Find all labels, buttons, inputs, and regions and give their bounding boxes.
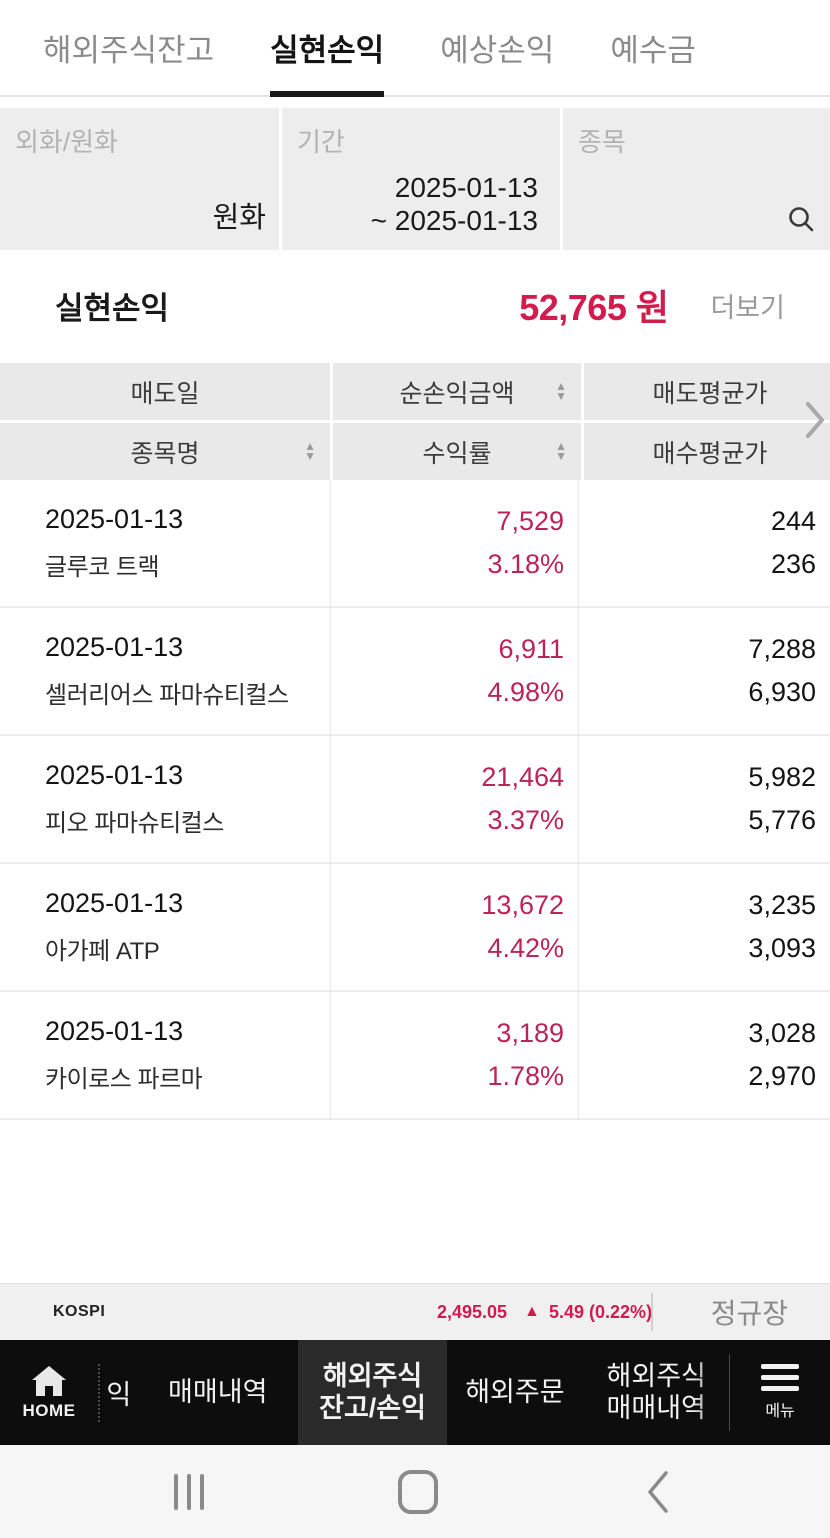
cell-net-pnl: 6,911 [498, 634, 564, 664]
cell-sell-avg-price: 7,288 [748, 634, 816, 664]
cell-sell-date: 2025-01-13 [45, 888, 184, 918]
cell-sell-avg-price: 3,235 [748, 890, 816, 920]
nav-dotted-divider [97, 1363, 100, 1422]
cell-sell-avg-price: 3,028 [748, 1018, 816, 1048]
filter-period-label: 기간 [297, 127, 345, 157]
cell-sell-date: 2025-01-13 [45, 632, 184, 662]
cell-stock-name: 카이로스 파르마 [45, 1066, 203, 1093]
cell-buy-avg-price: 2,970 [748, 1061, 816, 1091]
nav-item-overseas-order[interactable]: 해외주문 [465, 1376, 565, 1407]
col-sell-avg-price-header[interactable]: 매도평균가 [584, 363, 830, 420]
cell-buy-avg-price: 236 [770, 549, 816, 579]
cell-stock-name: 글루코 트랙 [45, 554, 160, 581]
cell-sell-avg-price: 244 [770, 506, 816, 536]
filter-stock-label: 종목 [578, 127, 626, 157]
filter-period-to: ~ 2025-01-13 [370, 205, 538, 237]
cell-net-pnl: 13,672 [481, 890, 564, 920]
up-triangle-icon: ▲ [524, 1303, 540, 1320]
menu-label: 메뉴 [765, 1403, 795, 1420]
kospi-label: KOSPI [53, 1303, 106, 1320]
cell-stock-name: 셀러리어스 파마슈티컬스 [45, 682, 289, 709]
tab-expected-pnl[interactable]: 예상손익 [440, 33, 555, 68]
kospi-change: 5.49 (0.22%) [549, 1301, 653, 1322]
filter-period-value: 2025-01-13 ~ 2025-01-13 [371, 171, 538, 238]
filter-stock-cell[interactable]: 종목 [563, 108, 830, 250]
nav-item-partial[interactable]: 익 [106, 1380, 132, 1410]
sort-icon[interactable]: ▲ ▼ [304, 438, 316, 464]
market-ticker-bar[interactable]: KOSPI 2,495.05 ▲ 5.49 (0.22%) 정규장 [0, 1283, 830, 1340]
android-home-button[interactable] [398, 1469, 438, 1514]
col-net-pnl-header[interactable]: 순손익금액 ▲ ▼ [333, 363, 581, 420]
scroll-right-chevron-icon[interactable] [802, 398, 828, 442]
col-sell-date-header[interactable]: 매도일 [0, 363, 330, 420]
col-return-rate-header[interactable]: 수익률 ▲ ▼ [333, 423, 581, 480]
filter-currency-label: 외화/원화 [15, 127, 118, 157]
search-icon[interactable] [786, 204, 816, 234]
cell-return-rate: 3.37% [487, 805, 564, 835]
table-row[interactable]: 2025-01-13 피오 파마슈티컬스 21,464 3.37% 5,982 … [0, 736, 830, 864]
table-header: 매도일 순손익금액 ▲ ▼ 매도평균가 종목명 ▲ ▼ 수익률 ▲ ▼ [0, 360, 830, 480]
ticker-divider [651, 1293, 653, 1331]
nav-divider [729, 1354, 730, 1431]
market-session-label: 정규장 [710, 1298, 788, 1329]
sort-icon[interactable]: ▲ ▼ [555, 438, 567, 464]
table-row[interactable]: 2025-01-13 셀러리어스 파마슈티컬스 6,911 4.98% 7,28… [0, 608, 830, 736]
cell-return-rate: 4.98% [487, 677, 564, 707]
nav-item-overseas-trade-history[interactable]: 해외주식 매매내역 [606, 1360, 706, 1423]
cell-net-pnl: 7,529 [496, 506, 564, 536]
kospi-value: 2,495.05 [437, 1301, 508, 1322]
cell-buy-avg-price: 6,930 [748, 677, 816, 707]
cell-return-rate: 3.18% [487, 549, 564, 579]
cell-buy-avg-price: 3,093 [748, 933, 816, 963]
recents-button[interactable] [174, 1473, 204, 1510]
summary-row: 실현손익 52,765 원 더보기 [0, 250, 830, 360]
filter-period-cell[interactable]: 기간 2025-01-13 ~ 2025-01-13 [282, 108, 560, 250]
cell-sell-avg-price: 5,982 [748, 762, 816, 792]
cell-stock-name: 아가페 ATP [45, 938, 160, 965]
nav-item-trade-history[interactable]: 매매내역 [168, 1376, 268, 1407]
cell-return-rate: 4.42% [487, 933, 564, 963]
hamburger-icon [761, 1364, 800, 1391]
col-buy-avg-price-header[interactable]: 매수평균가 [584, 423, 830, 480]
summary-value: 52,765 원 [519, 287, 669, 328]
cell-return-rate: 1.78% [487, 1061, 564, 1091]
android-system-bar [0, 1445, 830, 1538]
cell-sell-date: 2025-01-13 [45, 1016, 184, 1046]
back-button[interactable] [645, 1469, 671, 1515]
cell-buy-avg-price: 5,776 [748, 805, 816, 835]
tab-overseas-stock-balance[interactable]: 해외주식잔고 [43, 33, 215, 68]
recents-icon [174, 1473, 178, 1510]
cell-net-pnl: 21,464 [481, 762, 564, 792]
cell-sell-date: 2025-01-13 [45, 504, 184, 534]
filter-currency-value: 원화 [212, 202, 266, 234]
cell-sell-date: 2025-01-13 [45, 760, 184, 790]
nav-item-overseas-balance-pnl[interactable]: 해외주식 잔고/손익 [297, 1340, 448, 1445]
home-label: HOME [22, 1400, 76, 1420]
filter-period-from: 2025-01-13 [394, 171, 538, 203]
table-body: 2025-01-13 글루코 트랙 7,529 3.18% 244 236 20… [0, 480, 830, 1120]
table-row[interactable]: 2025-01-13 아가페 ATP 13,672 4.42% 3,235 3,… [0, 864, 830, 992]
table-row[interactable]: 2025-01-13 글루코 트랙 7,529 3.18% 244 236 [0, 480, 830, 608]
filter-section: 외화/원화 원화 기간 2025-01-13 ~ 2025-01-13 종목 [0, 108, 830, 250]
filter-currency-cell[interactable]: 외화/원화 원화 [0, 108, 279, 250]
summary-title: 실현손익 [55, 290, 170, 326]
table-row[interactable]: 2025-01-13 카이로스 파르마 3,189 1.78% 3,028 2,… [0, 992, 830, 1120]
tab-deposit[interactable]: 예수금 [610, 33, 696, 68]
cell-net-pnl: 3,189 [496, 1018, 564, 1048]
more-button[interactable]: 더보기 [710, 292, 785, 323]
tab-realized-pnl[interactable]: 실현손익 [270, 0, 385, 97]
home-icon [31, 1365, 66, 1396]
bottom-nav-bar: HOME 익 매매내역 해외주식 잔고/손익 해외주문 해외주식 매매내역 메뉴 [0, 1340, 830, 1445]
top-tab-bar: 해외주식잔고 실현손익 예상손익 예수금 [0, 0, 830, 97]
menu-button[interactable]: 메뉴 [730, 1340, 830, 1445]
empty-area [0, 1120, 830, 1283]
cell-stock-name: 피오 파마슈티컬스 [45, 810, 224, 837]
col-stock-name-header[interactable]: 종목명 ▲ ▼ [0, 423, 330, 480]
home-button[interactable]: HOME [0, 1340, 98, 1445]
sort-icon[interactable]: ▲ ▼ [555, 378, 567, 404]
